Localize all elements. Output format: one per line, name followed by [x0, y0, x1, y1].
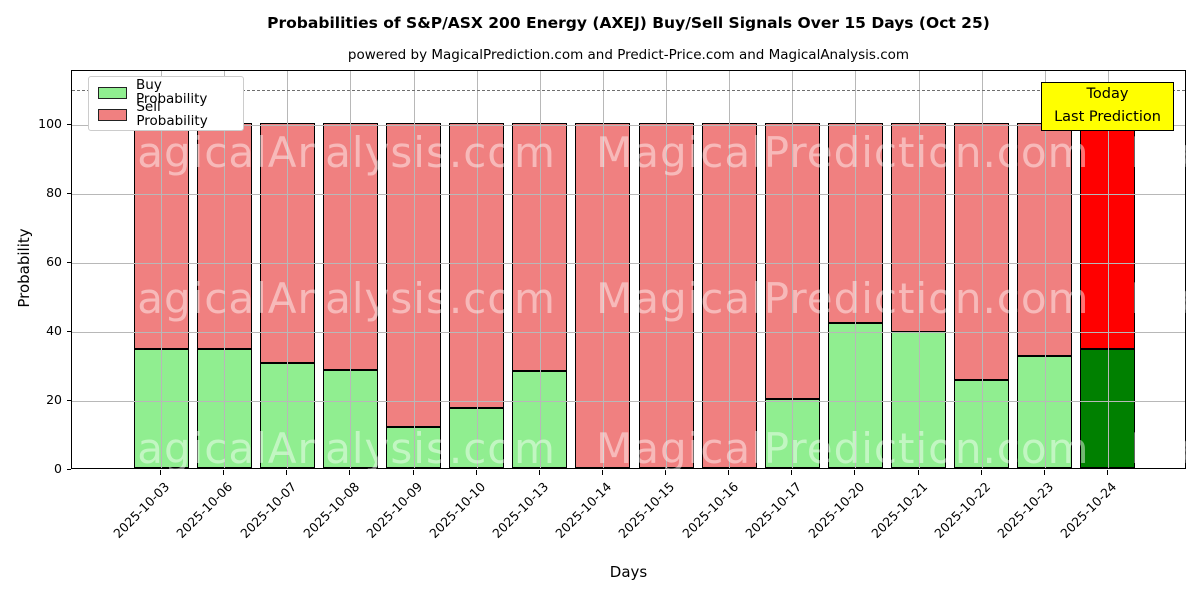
- x-tick-label: 2025-10-09: [363, 479, 426, 541]
- x-tick-mark: [980, 470, 982, 475]
- today-annotation-line2: Last Prediction: [1054, 109, 1161, 125]
- y-tick-mark: [66, 399, 71, 401]
- x-tick-mark: [665, 470, 667, 475]
- y-tick-mark: [66, 261, 71, 263]
- v-gridline: [729, 71, 731, 468]
- x-tick-mark: [286, 470, 288, 475]
- x-tick-label: 2025-10-06: [173, 479, 236, 541]
- y-tick-label: 0: [54, 461, 62, 476]
- x-tick-mark: [791, 470, 793, 475]
- x-tick-label: 2025-10-14: [552, 479, 615, 541]
- v-gridline: [161, 71, 162, 468]
- x-tick-label: 2025-10-15: [615, 479, 678, 541]
- v-gridline: [350, 71, 352, 468]
- y-tick-label: 80: [46, 184, 62, 200]
- v-gridline: [855, 71, 857, 468]
- v-gridline: [666, 71, 668, 468]
- v-gridline: [918, 71, 920, 468]
- x-tick-mark: [1106, 470, 1108, 475]
- y-tick-mark: [66, 123, 71, 125]
- x-tick-label: 2025-10-16: [678, 479, 741, 541]
- v-gridline: [413, 71, 415, 468]
- x-tick-mark: [160, 470, 161, 475]
- plot-area: Buy Probability Sell Probability Today L…: [71, 70, 1193, 473]
- today-annotation-line1: Today: [1086, 86, 1129, 102]
- x-tick-label: 2025-10-24: [1057, 479, 1120, 541]
- x-axis-label: Days: [609, 563, 648, 581]
- h-gridline: [72, 193, 1185, 195]
- v-gridline: [224, 71, 226, 468]
- chart-subtitle: powered by MagicalPrediction.com and Pre…: [347, 47, 910, 63]
- x-tick-label: 2025-10-10: [426, 479, 489, 541]
- y-tick-mark: [66, 330, 71, 332]
- x-tick-mark: [538, 470, 540, 475]
- y-tick-label: 20: [46, 391, 62, 407]
- v-gridline: [287, 71, 289, 468]
- y-tick-label: 40: [46, 322, 62, 338]
- x-tick-mark: [728, 470, 730, 475]
- dashed-threshold-line: [72, 90, 1185, 92]
- watermark-partial: Ma: [1130, 128, 1194, 177]
- x-tick-mark: [854, 470, 856, 475]
- x-tick-label: 2025-10-17: [741, 479, 804, 541]
- x-tick-label: 2025-10-07: [236, 479, 299, 541]
- legend-label-buy: Buy Probability: [136, 77, 208, 107]
- x-tick-mark: [412, 470, 414, 475]
- x-tick-label: 2025-10-21: [868, 479, 931, 541]
- v-gridline: [602, 71, 604, 468]
- y-tick-label: 100: [38, 115, 62, 131]
- today-annotation: Today Last Prediction: [1041, 82, 1174, 131]
- x-tick-mark: [475, 470, 477, 475]
- h-gridline: [72, 331, 1185, 333]
- y-tick-mark: [66, 469, 71, 470]
- legend-label-sell: Sell Probability: [136, 99, 208, 129]
- buy-swatch: [98, 86, 128, 99]
- h-gridline: [72, 124, 1185, 126]
- x-tick-label: 2025-10-20: [805, 479, 868, 541]
- v-gridline: [476, 71, 478, 468]
- legend: Buy Probability Sell Probability: [88, 76, 244, 131]
- v-gridline: [539, 71, 541, 468]
- legend-item-sell: Sell Probability: [98, 100, 234, 127]
- v-gridline: [981, 71, 983, 468]
- watermark-partial: Ma: [1130, 424, 1194, 473]
- watermark-partial: Ma: [1130, 274, 1194, 323]
- h-gridline: [72, 262, 1185, 264]
- x-tick-label: 2025-10-03: [110, 479, 173, 541]
- x-tick-mark: [917, 470, 919, 475]
- x-tick-mark: [223, 470, 225, 475]
- x-tick-label: 2025-10-23: [994, 479, 1057, 541]
- v-gridline: [1107, 71, 1109, 468]
- y-tick-mark: [66, 192, 71, 194]
- h-gridline: [72, 400, 1185, 402]
- x-tick-mark: [601, 470, 603, 475]
- chart-title: Probabilities of S&P/ASX 200 Energy (AXE…: [267, 14, 990, 32]
- v-gridline: [1044, 71, 1046, 468]
- x-tick-label: 2025-10-22: [931, 479, 994, 541]
- x-tick-mark: [1043, 470, 1045, 475]
- v-gridline: [792, 71, 794, 468]
- x-tick-label: 2025-10-08: [300, 479, 362, 541]
- legend-item-buy: Buy Probability: [98, 78, 234, 105]
- sell-swatch: [98, 108, 128, 121]
- x-tick-mark: [349, 470, 351, 475]
- y-tick-label: 60: [46, 253, 62, 269]
- x-tick-label: 2025-10-13: [489, 479, 552, 541]
